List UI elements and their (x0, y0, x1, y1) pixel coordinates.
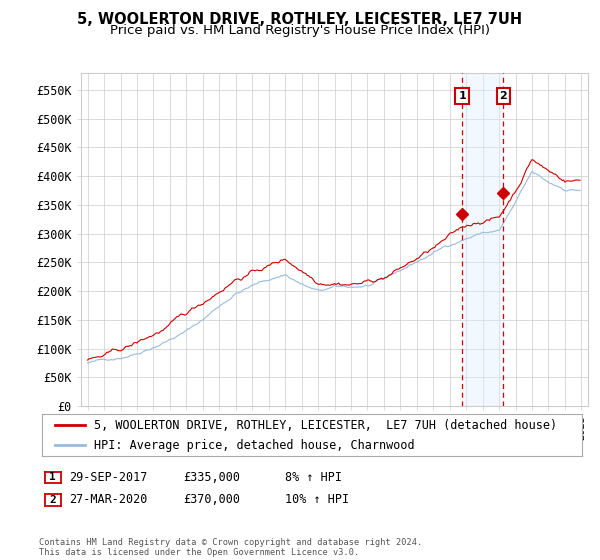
Bar (462, 73, 503, 406)
Text: 10% ↑ HPI: 10% ↑ HPI (285, 493, 349, 506)
Text: 27-MAR-2020: 27-MAR-2020 (69, 493, 148, 506)
Text: 2: 2 (49, 495, 56, 505)
Text: 8% ↑ HPI: 8% ↑ HPI (285, 470, 342, 484)
Text: 2: 2 (499, 91, 507, 101)
Text: Price paid vs. HM Land Registry's House Price Index (HPI): Price paid vs. HM Land Registry's House … (110, 24, 490, 36)
Text: £370,000: £370,000 (183, 493, 240, 506)
Text: Contains HM Land Registry data © Crown copyright and database right 2024.
This d: Contains HM Land Registry data © Crown c… (39, 538, 422, 557)
Legend: 5, WOOLERTON DRIVE, ROTHLEY, LEICESTER,  LE7 7UH (detached house), HPI: Average : 5, WOOLERTON DRIVE, ROTHLEY, LEICESTER, … (48, 412, 564, 459)
Text: £335,000: £335,000 (183, 470, 240, 484)
Text: 29-SEP-2017: 29-SEP-2017 (69, 470, 148, 484)
Text: 1: 1 (458, 91, 466, 101)
Text: 5, WOOLERTON DRIVE, ROTHLEY, LEICESTER, LE7 7UH: 5, WOOLERTON DRIVE, ROTHLEY, LEICESTER, … (77, 12, 523, 27)
Text: 1: 1 (49, 473, 56, 482)
